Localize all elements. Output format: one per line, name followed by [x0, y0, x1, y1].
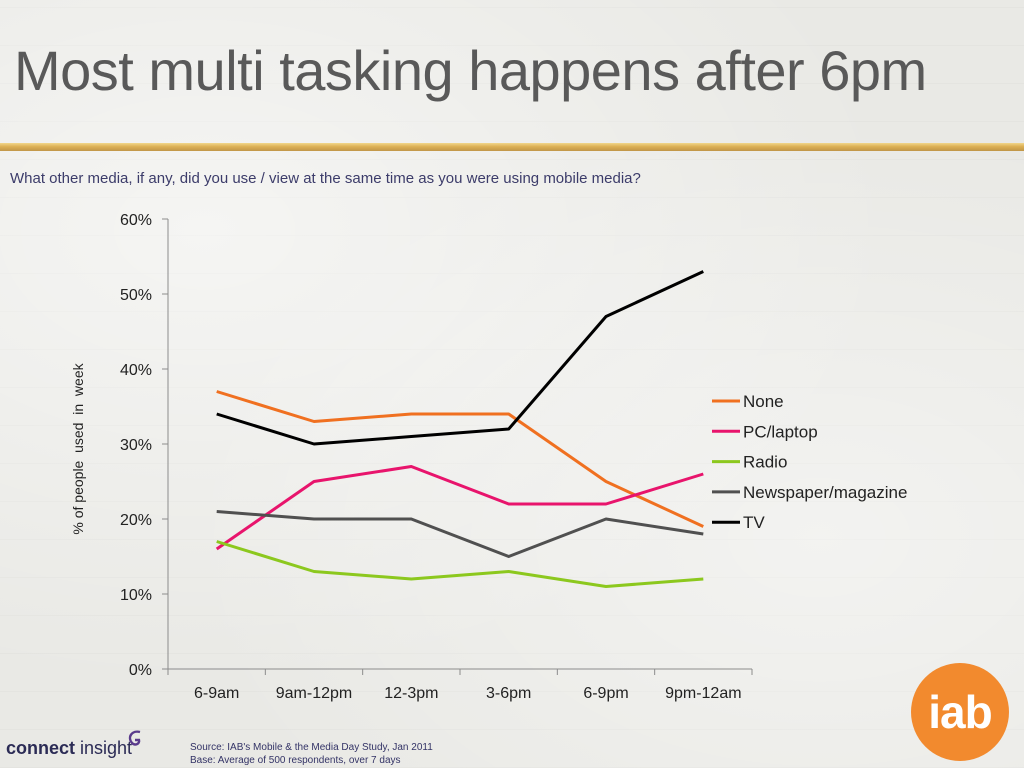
slide-title: Most multi tasking happens after 6pm — [14, 39, 927, 102]
survey-question: What other media, if any, did you use / … — [10, 170, 641, 187]
source-line: Source: IAB's Mobile & the Media Day Stu… — [190, 742, 433, 753]
y-tick-label: 50% — [120, 287, 152, 304]
brand-name-part2: insight — [80, 738, 133, 758]
connect-insight-logo: connect insight — [6, 738, 132, 759]
x-tick-label: 3-6pm — [486, 685, 531, 702]
series-line-none — [216, 390, 704, 528]
brand-swirl-icon — [128, 730, 141, 746]
x-tick-label: 6-9pm — [583, 685, 628, 702]
x-tick-label: 9am-12pm — [276, 685, 352, 702]
iab-logo: iab — [911, 663, 1009, 761]
source-note: Source: IAB's Mobile & the Media Day Stu… — [190, 741, 433, 767]
legend-label: PC/laptop — [743, 422, 818, 441]
y-tick-label: 10% — [120, 587, 152, 604]
x-tick-label: 9pm-12am — [665, 685, 741, 702]
legend-label: Newspaper/magazine — [743, 483, 907, 502]
y-tick-label: 60% — [120, 212, 152, 229]
base-line: Base: Average of 500 respondents, over 7… — [190, 755, 401, 766]
legend-label: TV — [743, 513, 765, 532]
series-line-tv — [216, 270, 704, 446]
x-tick-label: 12-3pm — [384, 685, 438, 702]
y-tick-label: 0% — [129, 662, 152, 679]
legend-label: Radio — [743, 453, 787, 472]
series-line-radio — [216, 540, 704, 588]
legend-label: None — [743, 392, 784, 411]
x-tick-label: 6-9am — [194, 685, 239, 702]
y-axis-label: % of people used in week — [70, 362, 86, 534]
brand-name-part1: connect — [6, 738, 76, 758]
y-tick-label: 20% — [120, 512, 152, 529]
series-line-newspaper-magazine — [216, 510, 704, 558]
y-tick-label: 40% — [120, 362, 152, 379]
y-tick-label: 30% — [120, 437, 152, 454]
series-line-pc-laptop — [215, 465, 704, 551]
title-divider — [0, 143, 1024, 151]
